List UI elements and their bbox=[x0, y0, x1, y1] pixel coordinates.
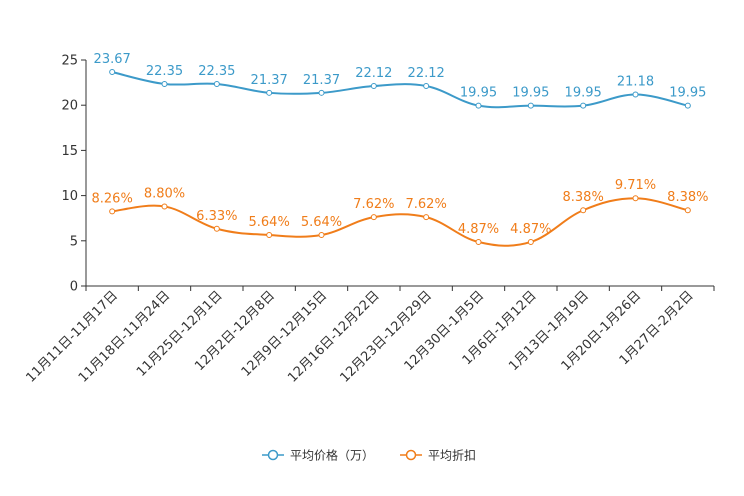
y-tick-label: 10 bbox=[61, 189, 78, 204]
data-point bbox=[423, 214, 430, 221]
data-label: 23.67 bbox=[94, 52, 131, 67]
data-point bbox=[266, 89, 273, 96]
x-tick-label: 12月16日-12月22日 bbox=[285, 288, 382, 385]
data-label: 5.64% bbox=[301, 215, 342, 230]
data-point bbox=[475, 102, 482, 109]
data-label: 22.12 bbox=[355, 66, 392, 81]
data-label: 8.38% bbox=[667, 190, 708, 205]
data-point bbox=[370, 83, 377, 90]
legend: 平均价格（万） 平均折扣 bbox=[262, 448, 476, 463]
data-label: 4.87% bbox=[458, 222, 499, 237]
data-point bbox=[632, 195, 639, 202]
data-point bbox=[161, 203, 168, 210]
data-label: 8.38% bbox=[563, 190, 604, 205]
legend-label: 平均价格（万） bbox=[290, 448, 374, 463]
data-point bbox=[684, 207, 691, 214]
data-point bbox=[161, 80, 168, 87]
data-label: 19.95 bbox=[512, 86, 549, 101]
data-label: 19.95 bbox=[565, 86, 602, 101]
data-label: 21.37 bbox=[303, 73, 340, 88]
data-label: 8.80% bbox=[144, 186, 185, 201]
data-point bbox=[423, 83, 430, 90]
data-point bbox=[580, 102, 587, 109]
data-point bbox=[684, 102, 691, 109]
series-0: 23.67 22.35 22.35 21.37 21.37 22.12 22.12 19.95… bbox=[94, 52, 706, 109]
data-point bbox=[527, 238, 534, 245]
data-point bbox=[266, 232, 273, 239]
data-label: 21.37 bbox=[251, 73, 288, 88]
data-label: 6.33% bbox=[196, 209, 237, 224]
y-tick-label: 0 bbox=[70, 280, 78, 295]
data-label: 22.35 bbox=[146, 64, 183, 79]
data-point bbox=[318, 89, 325, 96]
y-tick-label: 5 bbox=[70, 234, 78, 249]
series-line bbox=[112, 197, 689, 247]
data-label: 5.64% bbox=[249, 215, 290, 230]
series-line bbox=[111, 71, 689, 109]
legend-marker bbox=[267, 449, 279, 461]
data-label: 9.71% bbox=[615, 178, 656, 193]
data-label: 22.12 bbox=[408, 66, 445, 81]
data-point bbox=[475, 238, 482, 245]
legend-marker bbox=[405, 449, 417, 461]
x-tick-label: 11月18日-11月24日 bbox=[76, 288, 173, 385]
legend-label: 平均折扣 bbox=[428, 448, 476, 463]
data-point bbox=[109, 208, 116, 215]
data-label: 22.35 bbox=[198, 64, 235, 79]
series-layer: 23.67 22.35 22.35 21.37 21.37 22.12 22.12 19.95… bbox=[92, 52, 708, 247]
y-axis: 0 5 10 15 20 25 bbox=[61, 54, 87, 295]
data-point bbox=[213, 80, 220, 87]
data-label: 4.87% bbox=[510, 222, 551, 237]
data-point bbox=[370, 214, 377, 221]
series-1: 8.26% 8.80% 6.33% 5.64% 5.64% 7.62% 7.62% 4.87%… bbox=[92, 178, 708, 247]
data-point bbox=[632, 91, 639, 98]
x-axis: 11月11日-11月17日11月18日-11月24日11月25日-12月1日12… bbox=[24, 285, 715, 386]
data-label: 21.18 bbox=[617, 75, 654, 90]
data-point bbox=[109, 69, 116, 76]
y-tick-label: 20 bbox=[61, 99, 78, 114]
data-label: 7.62% bbox=[406, 197, 447, 212]
legend-item-1: 平均折扣 bbox=[400, 448, 476, 463]
y-tick-label: 15 bbox=[61, 144, 78, 159]
y-tick-label: 25 bbox=[61, 54, 78, 69]
data-label: 19.95 bbox=[669, 86, 706, 101]
data-label: 7.62% bbox=[353, 197, 394, 212]
data-label: 19.95 bbox=[460, 86, 497, 101]
data-label: 8.26% bbox=[92, 191, 133, 206]
data-point bbox=[580, 207, 587, 214]
data-point bbox=[318, 232, 325, 239]
x-tick-label: 12月23日-12月29日 bbox=[338, 288, 435, 385]
data-point bbox=[213, 225, 220, 232]
x-tick-label: 11月11日-11月17日 bbox=[24, 288, 121, 385]
legend-item-0: 平均价格（万） bbox=[262, 448, 374, 463]
data-point bbox=[527, 102, 534, 109]
